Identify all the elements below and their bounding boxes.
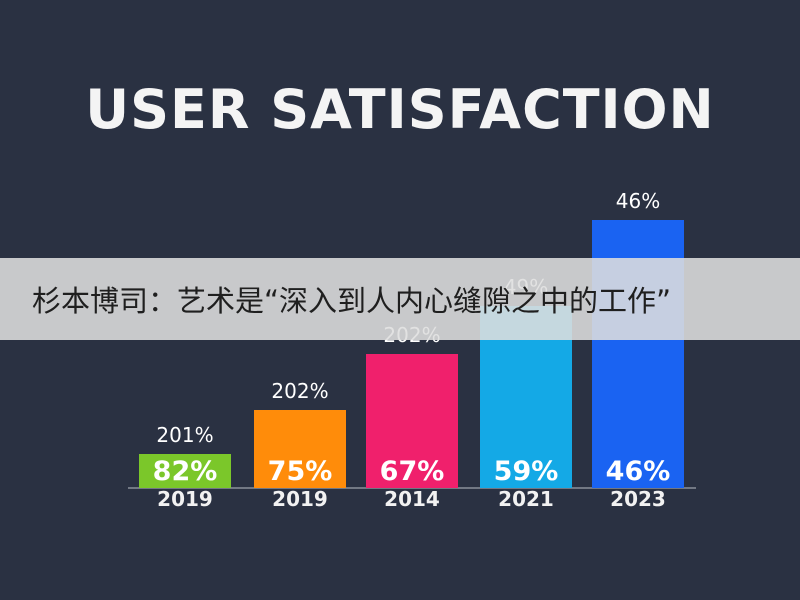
overlay-banner: 杉本博司：艺术是“深入到人内心缝隙之中的工作” <box>0 258 800 340</box>
bar-top-label-1: 202% <box>271 379 328 403</box>
bar-1 <box>254 410 346 488</box>
bar-value-label-1: 75% <box>268 456 333 487</box>
chart-title: USER SATISFACTION <box>85 78 715 141</box>
bar-value-label-3: 59% <box>494 456 559 487</box>
bar-top-label-0: 201% <box>156 423 213 447</box>
x-tick-label-4: 2023 <box>610 487 666 511</box>
bar-2 <box>366 354 458 488</box>
bar-value-label-2: 67% <box>380 456 445 487</box>
bar-top-label-4: 46% <box>616 189 660 213</box>
banner-text: 杉本博司：艺术是“深入到人内心缝隙之中的工作” <box>32 284 672 318</box>
bar-value-label-0: 82% <box>153 456 218 487</box>
bar-0 <box>139 454 231 488</box>
x-tick-label-0: 2019 <box>157 487 213 511</box>
x-tick-label-1: 2019 <box>272 487 328 511</box>
x-tick-label-2: 2014 <box>384 487 440 511</box>
x-tick-label-3: 2021 <box>498 487 554 511</box>
bar-value-label-4: 46% <box>606 456 671 487</box>
